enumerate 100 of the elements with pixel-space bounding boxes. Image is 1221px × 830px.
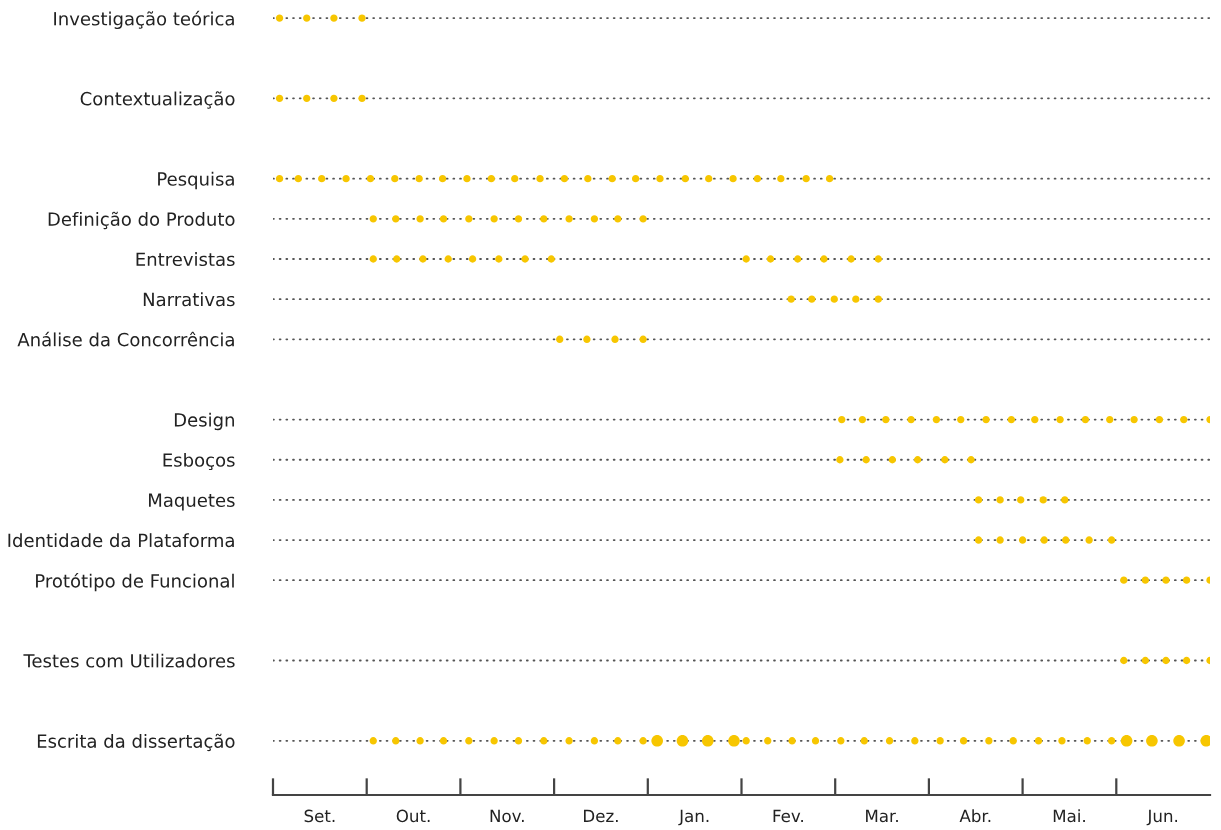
point [811,737,820,745]
y-tick-label: Definição do Produto [48,211,235,230]
point [495,255,503,263]
point [416,737,424,745]
point [753,175,762,183]
point [936,737,944,745]
point [837,737,845,745]
point [656,175,664,183]
text: Fev. [773,809,803,823]
point [862,456,870,464]
point [611,335,619,343]
point [1162,656,1170,665]
y-tick-label: Maquetes [149,493,235,511]
point [294,175,302,183]
y-tick-label: Contextualização [80,91,235,109]
point [1162,576,1170,584]
point [392,737,400,745]
point [342,175,350,183]
y-tick-label: Narrativas [143,292,235,307]
point [820,255,828,263]
point [1141,576,1150,584]
point [393,255,401,263]
point [490,215,498,223]
point [444,255,452,263]
y-tick-label: Entrevistas [136,252,235,267]
point [907,415,915,424]
point [540,215,548,223]
y-tick-label: Análise da Concorrência [17,331,234,347]
text: Mai. [1053,809,1085,823]
point [1056,415,1064,424]
point [540,737,548,745]
point [996,496,1004,504]
point [1146,734,1158,747]
point [490,737,498,745]
point [1120,576,1128,584]
point [941,456,949,464]
point [982,415,990,424]
text: Out. [396,809,430,823]
point [788,737,796,745]
point [742,737,750,745]
point [1061,496,1069,504]
point [369,215,377,223]
point [957,415,965,424]
point [487,175,495,183]
point [275,175,284,183]
point [777,175,785,183]
point [852,295,860,303]
point [303,94,311,103]
point [590,215,599,223]
point [974,496,983,504]
point [565,215,573,223]
point [847,255,855,263]
y-tick-label: Design [174,412,234,431]
point [358,94,366,103]
point [514,737,523,745]
point [794,255,802,263]
point [1141,656,1150,665]
point [275,14,284,22]
point [358,14,366,22]
y-tick-label: Testes com Utilizadores [23,653,235,668]
point [511,175,519,183]
text: Set. [304,809,335,823]
point [1106,415,1114,424]
point [860,737,868,745]
point [1182,576,1191,584]
point [1200,734,1210,747]
point [1081,415,1090,424]
point [392,215,400,223]
point [639,335,647,343]
y-tick-label: Pesquisa [158,171,234,190]
point [391,175,399,183]
point [463,175,471,183]
text: Nov. [490,809,524,823]
point [369,255,377,263]
point [836,456,844,464]
y-tick-label: Esboços [163,452,235,471]
point [787,295,795,303]
point [911,737,919,745]
point [465,737,473,745]
y-tick-label: Investigação teórica [54,10,234,30]
point [681,175,689,183]
point [514,215,523,223]
point [318,175,326,183]
point [560,175,569,183]
point [764,737,772,745]
point [1034,737,1043,745]
point [825,175,834,183]
point [416,215,424,223]
point [536,175,544,183]
y-tick-label: Identidade da Plataforma [8,533,234,548]
point [1062,536,1070,544]
point [1040,536,1048,544]
point [583,335,591,343]
point [330,14,338,22]
point [614,737,622,745]
point [1085,536,1093,544]
point [631,175,640,183]
y-tick-label: Escrita da dissertação [37,733,235,752]
point [1120,656,1128,665]
point [974,536,983,544]
